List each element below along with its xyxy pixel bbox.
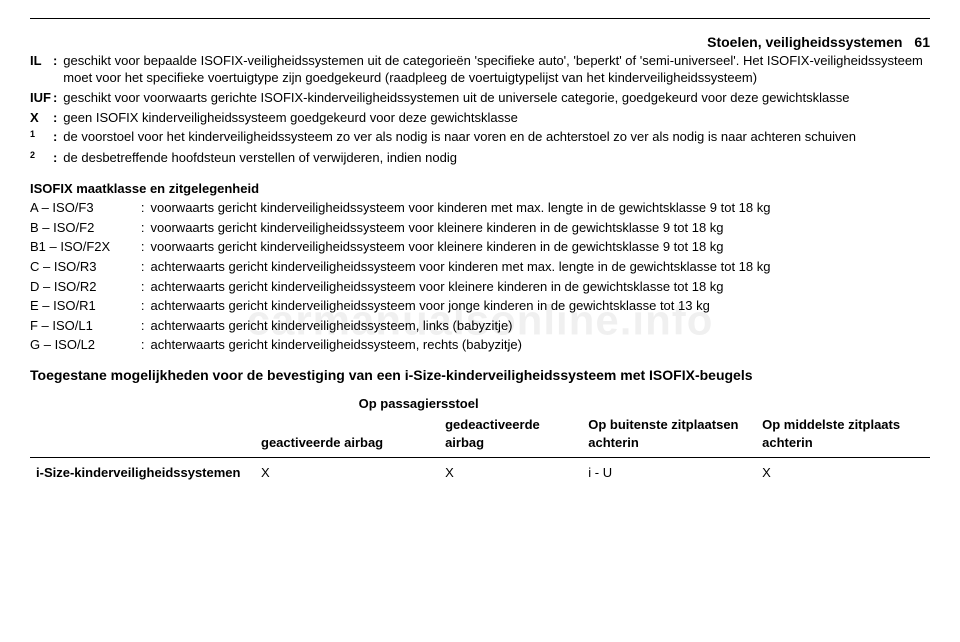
size-text: voorwaarts gericht kinderveiligheidssyst… — [151, 238, 930, 258]
cell-rear-outer: i - U — [582, 462, 756, 484]
size-row: F – ISO/L1:achterwaarts gericht kinderve… — [30, 317, 930, 337]
size-class-table: A – ISO/F3:voorwaarts gericht kinderveil… — [30, 199, 930, 355]
cell-pass-deactive: X — [439, 462, 582, 484]
size-text: achterwaarts gericht kinderveiligheidssy… — [151, 336, 930, 356]
size-row: D – ISO/R2:achterwaarts gericht kinderve… — [30, 278, 930, 298]
cell-rear-middle: X — [756, 462, 930, 484]
def-text: geen ISOFIX kinderveiligheidssysteem goe… — [63, 109, 930, 129]
def-text: de voorstoel voor het kinderveiligheidss… — [63, 128, 930, 149]
size-row: C – ISO/R3:achterwaarts gericht kinderve… — [30, 258, 930, 278]
size-text: achterwaarts gericht kinderveiligheidssy… — [151, 297, 930, 317]
def-key: 1 — [30, 128, 53, 149]
size-row: G – ISO/L2:achterwaarts gericht kinderve… — [30, 336, 930, 356]
size-key: G – ISO/L2 — [30, 336, 141, 356]
col-deactivated-airbag: gedeactiveerde airbag — [439, 414, 582, 453]
size-row: A – ISO/F3:voorwaarts gericht kinderveil… — [30, 199, 930, 219]
size-row: B – ISO/F2:voorwaarts gericht kinderveil… — [30, 219, 930, 239]
size-key: C – ISO/R3 — [30, 258, 141, 278]
def-key: 2 — [30, 149, 53, 170]
table-rule — [30, 457, 930, 458]
col-group-passenger: Op passagiersstoel — [255, 393, 582, 415]
size-text: achterwaarts gericht kinderveiligheidssy… — [151, 258, 930, 278]
cell-pass-active: X — [255, 462, 439, 484]
size-key: B – ISO/F2 — [30, 219, 141, 239]
isize-heading: Toegestane mogelijkheden voor de bevesti… — [30, 366, 930, 385]
col-rear-outer: Op buitenste zitplaatsen achterin — [582, 414, 756, 453]
def-row: 1 : de voorstoel voor het kinderveilighe… — [30, 128, 930, 149]
col-activated-airbag: geactiveerde airbag — [255, 414, 439, 453]
col-rear-middle: Op middelste zitplaats achterin — [756, 414, 930, 453]
size-text: achterwaarts gericht kinderveiligheidssy… — [151, 317, 930, 337]
row-label: i-Size-kinderveiligheidssystemen — [30, 462, 255, 484]
table-row: i-Size-kinderveiligheidssystemen X X i -… — [30, 462, 930, 484]
isize-table: Op passagiersstoel geactiveerde airbag g… — [30, 393, 930, 484]
size-key: A – ISO/F3 — [30, 199, 141, 219]
page-header: Stoelen, veiligheidssystemen 61 — [30, 31, 930, 52]
size-key: B1 – ISO/F2X — [30, 238, 141, 258]
size-text: achterwaarts gericht kinderveiligheidssy… — [151, 278, 930, 298]
def-key: IUF — [30, 89, 53, 109]
page-number: 61 — [914, 33, 930, 52]
def-text: de desbetreffende hoofdsteun verstellen … — [63, 149, 930, 170]
def-key: IL — [30, 52, 53, 89]
definitions-table: IL : geschikt voor bepaalde ISOFIX-veili… — [30, 52, 930, 170]
size-text: voorwaarts gericht kinderveiligheidssyst… — [151, 219, 930, 239]
chapter-title: Stoelen, veiligheidssystemen — [707, 33, 902, 52]
size-row: E – ISO/R1:achterwaarts gericht kinderve… — [30, 297, 930, 317]
def-row: X : geen ISOFIX kinderveiligheidssysteem… — [30, 109, 930, 129]
size-key: E – ISO/R1 — [30, 297, 141, 317]
def-row: 2 : de desbetreffende hoofdsteun verstel… — [30, 149, 930, 170]
size-row: B1 – ISO/F2X:voorwaarts gericht kinderve… — [30, 238, 930, 258]
size-text: voorwaarts gericht kinderveiligheidssyst… — [151, 199, 930, 219]
def-text: geschikt voor voorwaarts gerichte ISOFIX… — [63, 89, 930, 109]
size-key: D – ISO/R2 — [30, 278, 141, 298]
def-row: IUF : geschikt voor voorwaarts gerichte … — [30, 89, 930, 109]
size-class-title: ISOFIX maatklasse en zitgelegenheid — [30, 180, 930, 198]
def-text: geschikt voor bepaalde ISOFIX-veiligheid… — [63, 52, 930, 89]
def-key: X — [30, 109, 53, 129]
def-row: IL : geschikt voor bepaalde ISOFIX-veili… — [30, 52, 930, 89]
size-key: F – ISO/L1 — [30, 317, 141, 337]
